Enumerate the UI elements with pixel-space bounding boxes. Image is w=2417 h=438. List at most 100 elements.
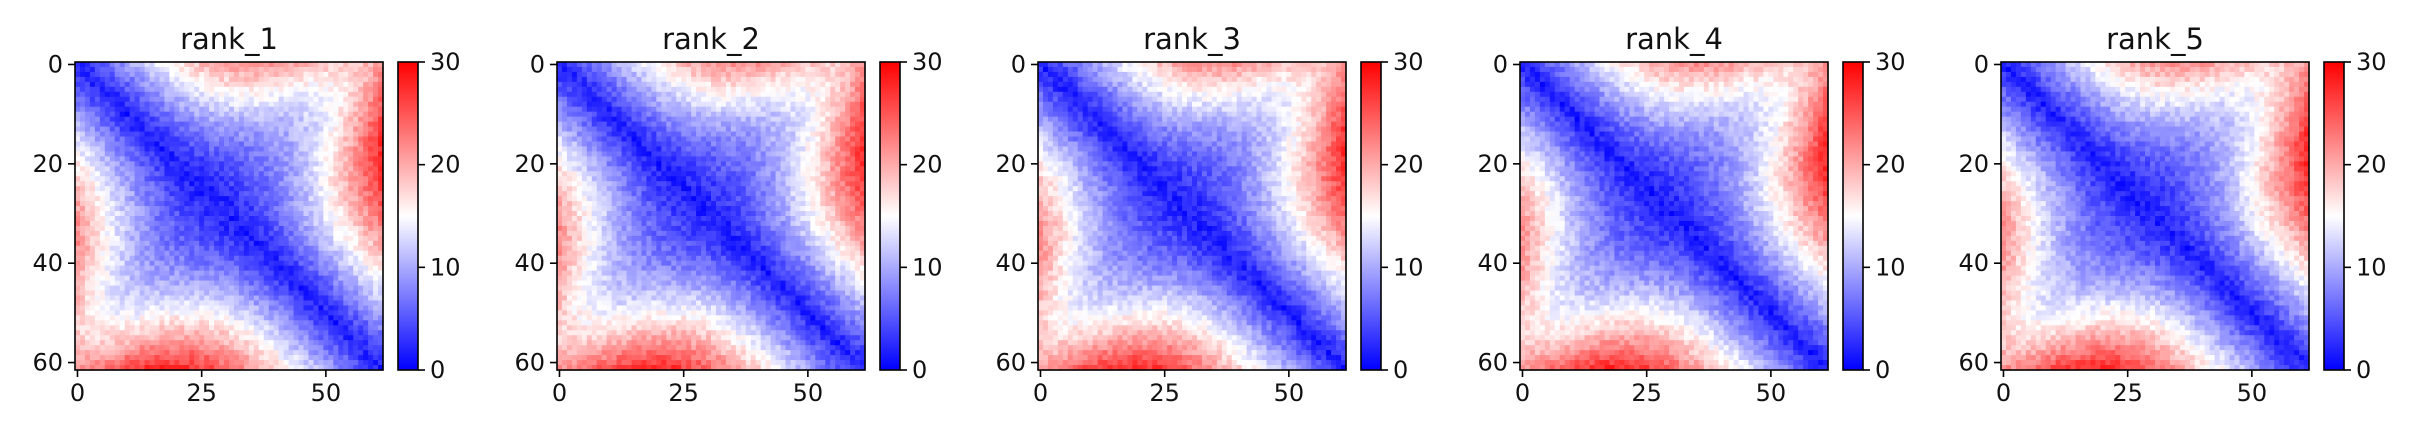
heatmap-cell	[248, 62, 255, 68]
heatmap-cell	[760, 101, 767, 108]
heatmap-cell	[293, 146, 300, 153]
heatmap-cell	[308, 340, 315, 346]
heatmap-cell	[273, 146, 280, 153]
heatmap-cell	[720, 131, 727, 138]
heatmap-cell	[845, 141, 851, 148]
heatmap-cell	[224, 300, 230, 307]
heatmap-cell	[84, 360, 91, 366]
heatmap-cell	[233, 265, 240, 272]
heatmap-cell	[800, 106, 806, 113]
heatmap-cell	[343, 285, 349, 292]
heatmap-cell	[278, 96, 285, 103]
heatmap-cell	[790, 101, 797, 108]
heatmap-cell	[79, 260, 86, 267]
heatmap-cell	[795, 86, 802, 93]
heatmap-cell	[144, 136, 151, 143]
heatmap-cell	[84, 290, 91, 297]
heatmap-cell	[691, 131, 697, 138]
heatmap-cell	[109, 360, 116, 366]
heatmap-cell	[323, 245, 329, 252]
heatmap-cell	[99, 250, 106, 257]
heatmap-cell	[328, 156, 334, 162]
heatmap-cell	[745, 116, 752, 123]
heatmap-cell	[263, 280, 270, 287]
heatmap-cell	[75, 186, 81, 192]
heatmap-cell	[253, 161, 260, 167]
heatmap-cell	[845, 116, 851, 123]
heatmap-cell	[368, 106, 374, 113]
heatmap-cell	[189, 76, 195, 83]
heatmap-cell	[229, 270, 235, 277]
heatmap-cell	[104, 235, 111, 242]
heatmap-cell	[204, 166, 210, 172]
heatmap-cell	[204, 360, 210, 366]
heatmap-cell	[104, 191, 111, 197]
heatmap-cell	[557, 96, 563, 103]
heatmap-cell	[124, 325, 131, 331]
heatmap-cell	[353, 335, 359, 341]
heatmap-cell	[358, 225, 364, 232]
heatmap-cell	[278, 320, 285, 326]
heatmap-cell	[124, 66, 131, 73]
heatmap-cell	[298, 121, 305, 128]
heatmap-cell	[318, 365, 324, 371]
heatmap-cell	[601, 106, 608, 113]
heatmap-cell	[770, 136, 777, 143]
heatmap-cell	[273, 181, 280, 187]
heatmap-cell	[199, 225, 205, 232]
heatmap-cell	[214, 116, 220, 123]
heatmap-cell	[795, 116, 802, 123]
heatmap-cell	[238, 355, 245, 361]
heatmap-cell	[253, 320, 260, 326]
heatmap-cell	[701, 66, 707, 73]
heatmap-cell	[358, 265, 364, 272]
heatmap-cell	[571, 151, 578, 157]
heatmap-cell	[328, 206, 334, 212]
heatmap-cell	[790, 146, 797, 153]
heatmap-cell	[333, 146, 339, 153]
heatmap-cell	[338, 280, 344, 287]
heatmap-cell	[293, 141, 300, 148]
heatmap-cell	[238, 191, 245, 197]
heatmap-cell	[238, 81, 245, 88]
heatmap-cell	[328, 86, 334, 93]
heatmap-cell	[790, 86, 797, 93]
heatmap-cell	[204, 71, 210, 78]
heatmap-cell	[89, 156, 96, 162]
heatmap-cell	[229, 355, 235, 361]
heatmap-cell	[616, 91, 623, 98]
heatmap-cell	[129, 76, 136, 83]
heatmap-cell	[129, 270, 136, 277]
heatmap-cell	[219, 81, 225, 88]
heatmap-cell	[561, 151, 568, 157]
heatmap-cell	[99, 216, 106, 222]
heatmap-cell	[258, 62, 265, 68]
heatmap-cell	[159, 166, 166, 172]
heatmap-cell	[75, 141, 81, 148]
heatmap-cell	[189, 270, 195, 277]
heatmap-cell	[229, 106, 235, 113]
heatmap-cell	[253, 220, 260, 227]
heatmap-cell	[84, 270, 91, 277]
heatmap-cell	[238, 62, 245, 68]
heatmap-cell	[795, 81, 802, 88]
heatmap-cell	[94, 345, 101, 351]
heatmap-cell	[333, 290, 339, 297]
heatmap-cell	[114, 126, 121, 133]
heatmap-cell	[686, 71, 692, 78]
heatmap-cell	[273, 285, 280, 292]
heatmap-cell	[204, 181, 210, 187]
heatmap-cell	[214, 161, 220, 167]
heatmap-cell	[378, 191, 384, 197]
heatmap-cell	[363, 350, 369, 356]
heatmap-cell	[288, 161, 295, 167]
heatmap-cell	[785, 71, 792, 78]
heatmap-cell	[268, 66, 275, 73]
heatmap-cell	[348, 191, 354, 197]
heatmap-cell	[845, 146, 851, 153]
heatmap-cell	[179, 96, 185, 103]
heatmap-cell	[169, 230, 175, 237]
heatmap-cell	[114, 230, 121, 237]
heatmap-cell	[94, 171, 101, 177]
heatmap-cell	[84, 211, 91, 217]
